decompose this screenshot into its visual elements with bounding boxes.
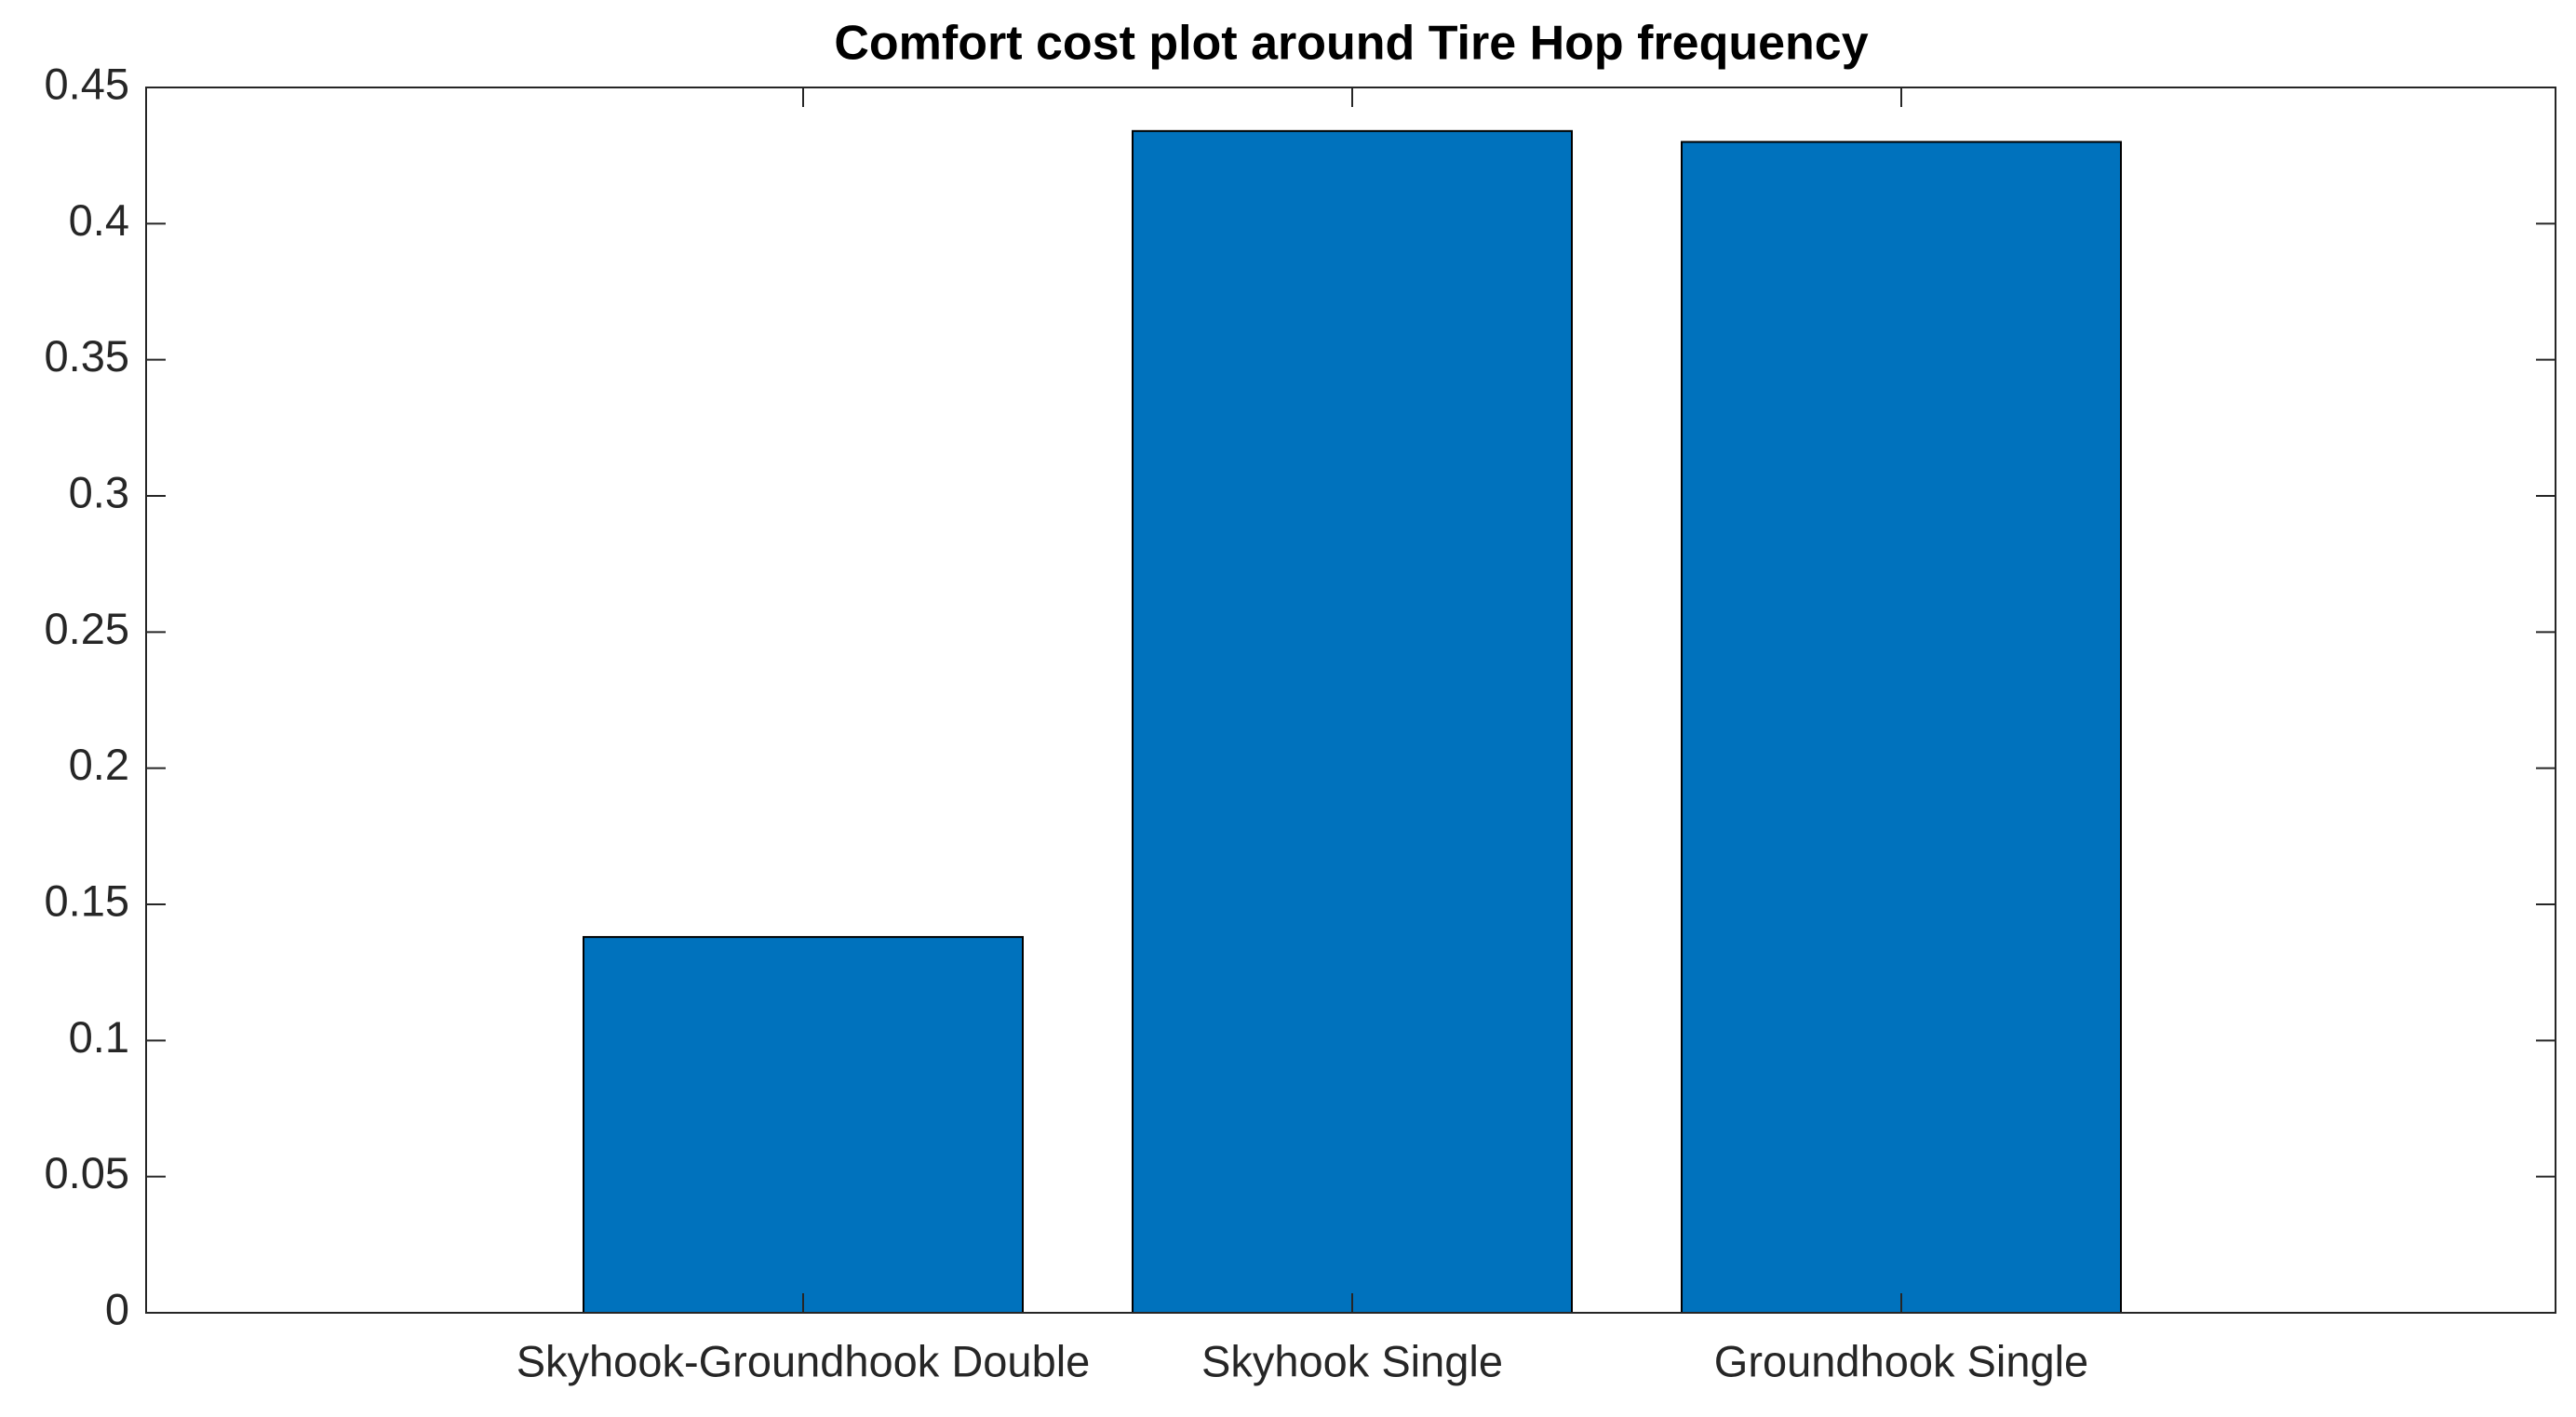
bar — [1132, 129, 1573, 1314]
y-tick-label: 0.4 — [69, 195, 129, 245]
x-tick-label: Groundhook Single — [1714, 1336, 2088, 1385]
y-tick-label: 0.3 — [69, 467, 129, 516]
chart-title: Comfort cost plot around Tire Hop freque… — [834, 17, 1868, 71]
y-tick-label: 0 — [105, 1284, 129, 1333]
x-tick-label: Skyhook-Groundhook Double — [517, 1336, 1091, 1385]
bar — [1681, 140, 2122, 1315]
y-tick-label: 0.2 — [69, 740, 129, 789]
y-tick-label: 0.45 — [45, 59, 129, 108]
y-tick-label: 0.1 — [69, 1012, 129, 1062]
y-tick-label: 0.15 — [45, 876, 129, 925]
axes-box — [145, 87, 2556, 1314]
y-tick-label: 0.25 — [45, 604, 129, 653]
y-tick-label: 0.35 — [45, 331, 129, 381]
bar — [583, 936, 1024, 1314]
x-tick-label: Skyhook Single — [1201, 1336, 1503, 1385]
y-tick-label: 0.05 — [45, 1148, 129, 1197]
